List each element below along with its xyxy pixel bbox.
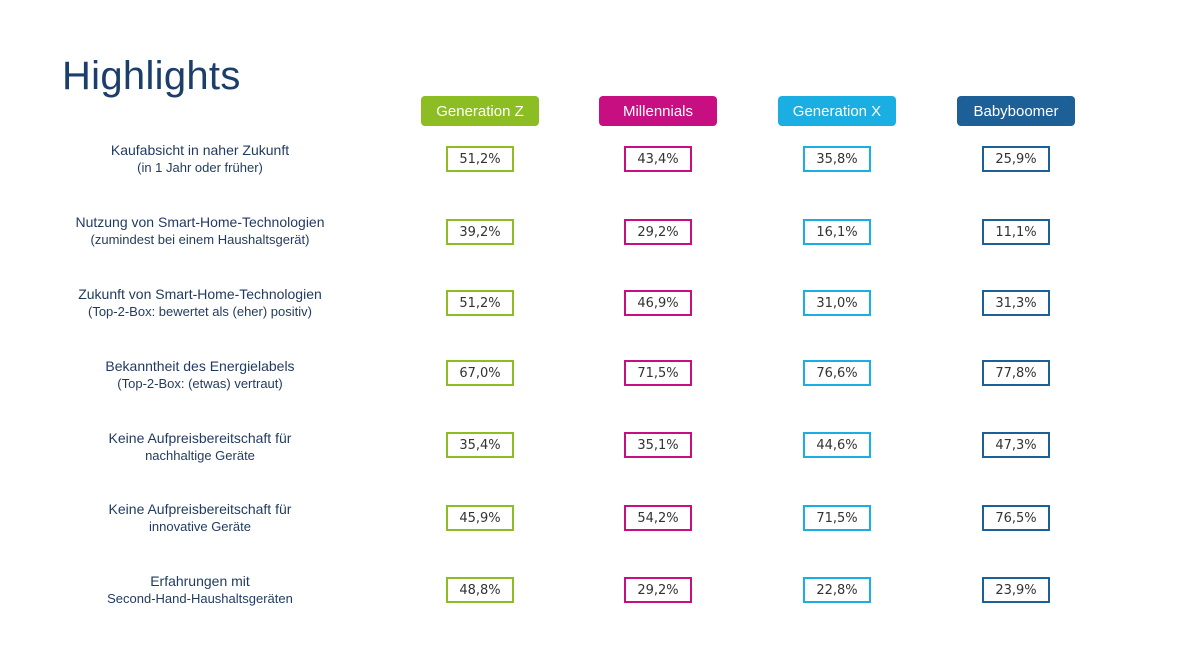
row-label-main: Zukunft von Smart-Home-Technologien bbox=[78, 286, 322, 302]
row-label-main: Nutzung von Smart-Home-Technologien bbox=[75, 214, 325, 230]
value-cell: 76,6% bbox=[803, 360, 871, 386]
row-label-sub: (zumindest bei einem Haushaltsgerät) bbox=[90, 232, 310, 247]
row-label: Keine Aufpreisbereitschaft für innovative… bbox=[30, 501, 370, 535]
row-label-main: Erfahrungen mit bbox=[150, 573, 250, 589]
value-cell: 51,2% bbox=[446, 290, 514, 316]
value-cell: 77,8% bbox=[982, 360, 1050, 386]
column-header-generation-x: Generation X bbox=[778, 96, 896, 126]
value-cell: 71,5% bbox=[624, 360, 692, 386]
column-header-generation-z: Generation Z bbox=[421, 96, 539, 126]
value-cell: 11,1% bbox=[982, 219, 1050, 245]
row-label: Erfahrungen mit Second-Hand-Haushaltsgerä… bbox=[30, 573, 370, 607]
column-header-babyboomer: Babyboomer bbox=[957, 96, 1075, 126]
value-cell: 16,1% bbox=[803, 219, 871, 245]
column-header-millennials: Millennials bbox=[599, 96, 717, 126]
value-cell: 23,9% bbox=[982, 577, 1050, 603]
value-cell: 39,2% bbox=[446, 219, 514, 245]
page-title: Highlights bbox=[62, 54, 241, 98]
value-cell: 29,2% bbox=[624, 219, 692, 245]
row-label-sub: (in 1 Jahr oder früher) bbox=[137, 160, 263, 175]
value-cell: 43,4% bbox=[624, 146, 692, 172]
row-label: Zukunft von Smart-Home-Technologien (Top-… bbox=[30, 286, 370, 320]
value-cell: 76,5% bbox=[982, 505, 1050, 531]
row-label-main: Bekanntheit des Energielabels bbox=[105, 358, 295, 374]
value-cell: 54,2% bbox=[624, 505, 692, 531]
value-cell: 48,8% bbox=[446, 577, 514, 603]
value-cell: 47,3% bbox=[982, 432, 1050, 458]
value-cell: 71,5% bbox=[803, 505, 871, 531]
value-cell: 46,9% bbox=[624, 290, 692, 316]
row-label-sub: nachhaltige Geräte bbox=[145, 448, 255, 463]
row-label-main: Kaufabsicht in naher Zukunft bbox=[110, 142, 290, 158]
row-label-main: Keine Aufpreisbereitschaft für bbox=[108, 501, 292, 517]
value-cell: 31,3% bbox=[982, 290, 1050, 316]
row-label-sub: Second-Hand-Haushaltsgeräten bbox=[107, 591, 293, 606]
row-label-main: Keine Aufpreisbereitschaft für bbox=[108, 430, 292, 446]
value-cell: 45,9% bbox=[446, 505, 514, 531]
value-cell: 29,2% bbox=[624, 577, 692, 603]
value-cell: 22,8% bbox=[803, 577, 871, 603]
row-label-sub: (Top-2-Box: bewertet als (eher) positiv) bbox=[88, 304, 312, 319]
row-label: Bekanntheit des Energielabels (Top-2-Box:… bbox=[30, 358, 370, 392]
value-cell: 35,1% bbox=[624, 432, 692, 458]
row-label: Kaufabsicht in naher Zukunft (in 1 Jahr o… bbox=[30, 142, 370, 176]
row-label-sub: innovative Geräte bbox=[149, 519, 251, 534]
value-cell: 35,8% bbox=[803, 146, 871, 172]
value-cell: 25,9% bbox=[982, 146, 1050, 172]
row-label: Keine Aufpreisbereitschaft für nachhaltig… bbox=[30, 430, 370, 464]
value-cell: 67,0% bbox=[446, 360, 514, 386]
value-cell: 44,6% bbox=[803, 432, 871, 458]
value-cell: 31,0% bbox=[803, 290, 871, 316]
value-cell: 35,4% bbox=[446, 432, 514, 458]
row-label: Nutzung von Smart-Home-Technologien (zumi… bbox=[30, 214, 370, 248]
value-cell: 51,2% bbox=[446, 146, 514, 172]
row-label-sub: (Top-2-Box: (etwas) vertraut) bbox=[117, 376, 283, 391]
